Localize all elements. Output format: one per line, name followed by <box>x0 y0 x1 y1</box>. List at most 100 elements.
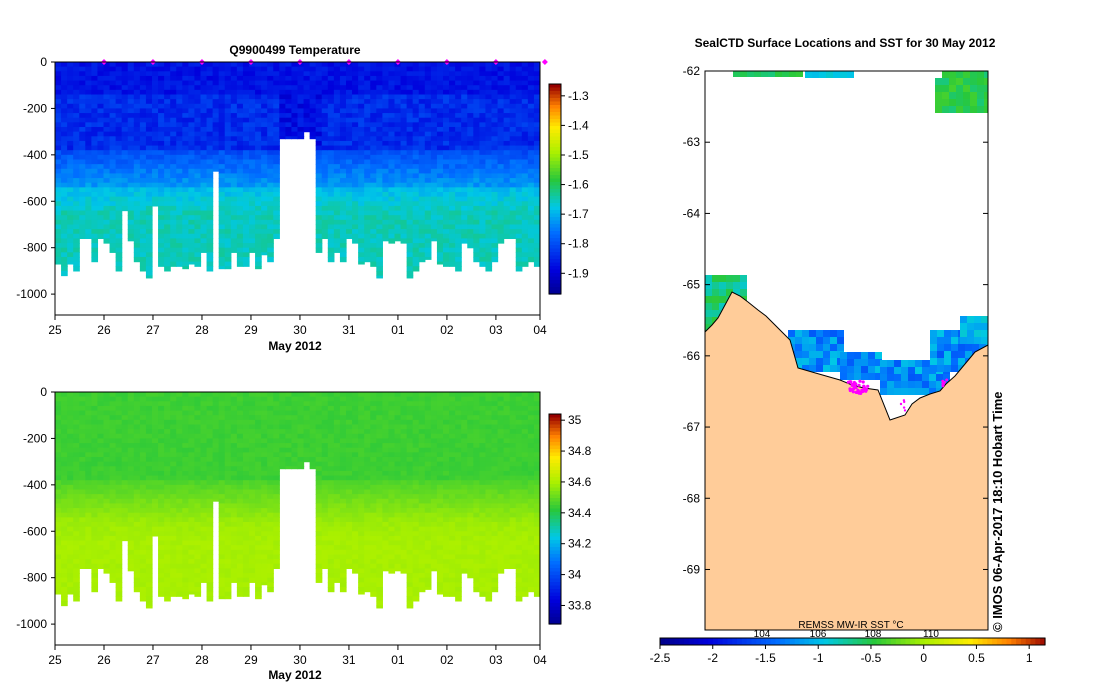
profile-cell <box>164 75 171 82</box>
profile-cell <box>109 182 117 188</box>
profile-cell <box>182 256 189 263</box>
profile-cell <box>382 71 390 77</box>
profile-cell <box>85 229 92 235</box>
profile-cell <box>321 85 329 91</box>
profile-cell <box>436 150 444 156</box>
profile-cell <box>109 224 117 230</box>
profile-cell <box>176 489 183 495</box>
profile-cell <box>194 80 202 86</box>
profile-cell <box>91 210 99 216</box>
profile-cell <box>509 196 517 202</box>
profile-cell <box>249 89 256 96</box>
profile-cell <box>400 210 408 216</box>
profile-cell <box>255 103 262 110</box>
profile-cell <box>479 187 487 193</box>
profile-cell <box>139 66 147 72</box>
profile-cell <box>188 219 196 226</box>
profile-cell <box>479 173 487 179</box>
profile-cell <box>424 201 432 207</box>
profile-cell <box>55 103 62 110</box>
profile-cell <box>461 140 468 147</box>
profile-cell <box>170 80 177 86</box>
profile-cell <box>127 503 135 509</box>
profile-cell <box>315 108 323 114</box>
profile-cell <box>346 94 353 100</box>
profile-cell <box>230 461 238 467</box>
profile-cell <box>73 178 80 184</box>
profile-cell <box>176 187 183 193</box>
profile-cell <box>352 168 359 175</box>
profile-cell <box>121 173 129 179</box>
profile-cell <box>145 75 153 82</box>
profile-cell <box>176 103 183 110</box>
profile-cell <box>388 75 396 82</box>
profile-cell <box>291 424 299 430</box>
profile-cell <box>103 535 111 542</box>
profile-cell <box>527 182 535 188</box>
profile-cell <box>145 549 153 556</box>
profile-cell <box>236 131 244 137</box>
profile-cell <box>297 392 305 398</box>
profile-cell <box>164 108 171 114</box>
profile-cell <box>158 62 165 68</box>
profile-cell <box>352 131 359 137</box>
profile-cell <box>73 573 80 579</box>
profile-cell <box>436 89 444 96</box>
profile-cell <box>455 140 462 147</box>
profile-cell <box>376 187 383 193</box>
profile-cell <box>364 94 371 100</box>
profile-cell <box>218 122 226 128</box>
profile-cell <box>206 503 214 509</box>
profile-cell <box>424 215 432 221</box>
profile-cell <box>255 247 262 253</box>
profile-cell <box>370 62 377 68</box>
profile-cell <box>327 219 335 226</box>
profile-cell <box>200 424 208 430</box>
profile-cell <box>73 131 80 137</box>
profile-cell <box>376 173 383 179</box>
profile-cell <box>67 256 74 263</box>
profile-cell <box>436 178 444 184</box>
profile-cell <box>139 573 147 579</box>
profile-cell <box>249 429 256 435</box>
profile-cell <box>339 131 347 137</box>
profile-cell <box>200 526 208 532</box>
profile-cell <box>200 410 208 416</box>
profile-cell <box>224 224 232 230</box>
profile-cell <box>315 419 323 426</box>
profile-cell <box>255 443 262 449</box>
profile-cell <box>206 224 214 230</box>
profile-cell <box>97 484 105 491</box>
profile-cell <box>261 196 268 202</box>
profile-cell <box>236 66 244 72</box>
profile-cell <box>236 178 244 184</box>
profile-cell <box>115 508 123 514</box>
profile-cell <box>79 447 86 453</box>
colorbar-segment <box>549 224 561 229</box>
profile-cell <box>491 256 499 263</box>
profile-cell <box>176 461 183 467</box>
profile-cell <box>188 215 196 221</box>
profile-cell <box>176 512 183 518</box>
profile-cell <box>158 480 165 486</box>
profile-cell <box>339 117 347 123</box>
profile-cell <box>91 159 99 165</box>
profile-cell <box>73 429 80 435</box>
profile-cell <box>55 429 62 435</box>
profile-cell <box>194 401 202 407</box>
profile-cell <box>273 540 280 546</box>
profile-cell <box>352 191 359 198</box>
profile-cell <box>67 150 74 156</box>
profile-cell <box>370 238 377 244</box>
profile-cell <box>224 521 232 528</box>
profile-cell <box>109 247 117 253</box>
profile-cell <box>176 256 183 263</box>
profile-cell <box>115 568 123 574</box>
profile-cell <box>85 443 92 449</box>
profile-cell <box>346 66 353 72</box>
colorbar-segment <box>549 126 561 131</box>
profile-cell <box>364 117 371 123</box>
profile-cell <box>61 489 68 495</box>
profile-cell <box>61 71 68 77</box>
profile-cell <box>103 154 111 161</box>
